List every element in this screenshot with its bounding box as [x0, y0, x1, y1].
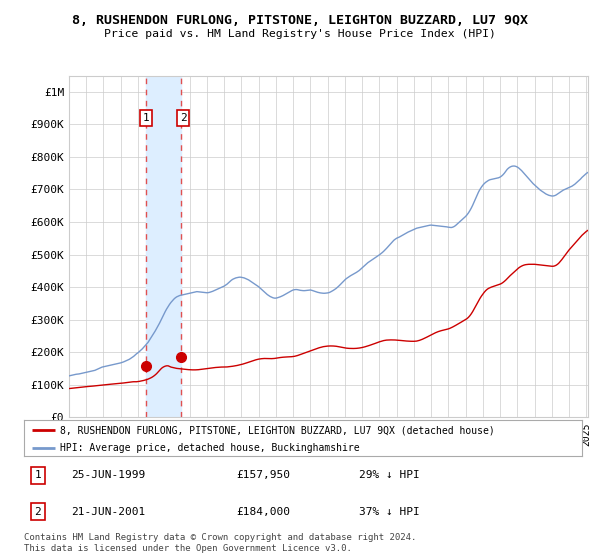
- Text: 25-JUN-1999: 25-JUN-1999: [71, 470, 146, 480]
- Text: £157,950: £157,950: [236, 470, 290, 480]
- Text: HPI: Average price, detached house, Buckinghamshire: HPI: Average price, detached house, Buck…: [60, 444, 360, 454]
- Text: 8, RUSHENDON FURLONG, PITSTONE, LEIGHTON BUZZARD, LU7 9QX (detached house): 8, RUSHENDON FURLONG, PITSTONE, LEIGHTON…: [60, 425, 495, 435]
- Text: 8, RUSHENDON FURLONG, PITSTONE, LEIGHTON BUZZARD, LU7 9QX: 8, RUSHENDON FURLONG, PITSTONE, LEIGHTON…: [72, 14, 528, 27]
- Text: 1: 1: [143, 113, 149, 123]
- Text: 21-JUN-2001: 21-JUN-2001: [71, 507, 146, 517]
- Text: 2: 2: [35, 507, 41, 517]
- Text: Contains HM Land Registry data © Crown copyright and database right 2024.
This d: Contains HM Land Registry data © Crown c…: [24, 533, 416, 553]
- Text: 37% ↓ HPI: 37% ↓ HPI: [359, 507, 419, 517]
- Text: 29% ↓ HPI: 29% ↓ HPI: [359, 470, 419, 480]
- Text: 1: 1: [35, 470, 41, 480]
- Bar: [146, 76, 181, 417]
- Text: £184,000: £184,000: [236, 507, 290, 517]
- Text: Price paid vs. HM Land Registry's House Price Index (HPI): Price paid vs. HM Land Registry's House …: [104, 29, 496, 39]
- Text: 2: 2: [180, 113, 187, 123]
